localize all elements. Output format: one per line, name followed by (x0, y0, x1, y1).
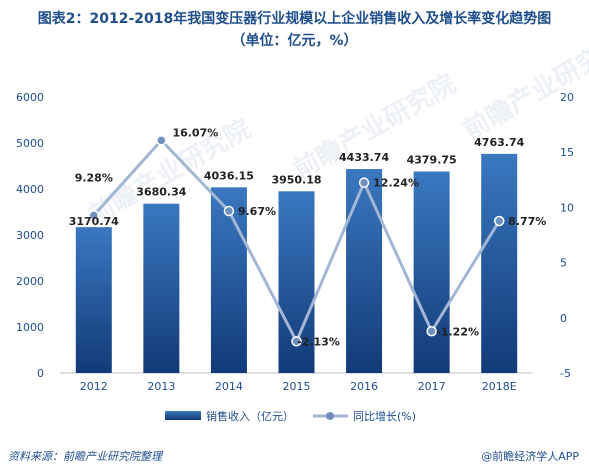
bar-series (75, 153, 518, 373)
chart-title: 图表2：2012-2018年我国变压器行业规模以上企业销售收入及增长率变化趋势图 (37, 11, 552, 27)
x-tick-label: 2015 (283, 380, 311, 393)
growth-point (291, 336, 302, 347)
growth-point (88, 210, 100, 221)
axes: 0 1000 2000 3000 4000 5000 6000 -5 0 5 10 15 20 2012 2… (16, 91, 574, 393)
y-right-tick-label: 20 (560, 91, 574, 104)
y-right-tick-label: 5 (560, 257, 567, 270)
brand-mark: @前瞻经济学人APP (481, 450, 579, 463)
bar-value-label: 4763.74 (474, 136, 524, 149)
x-tick-label: 2017 (418, 380, 446, 393)
legend-bar-label: 销售收入（亿元） (206, 409, 294, 423)
growth-value-label: 8.77% (508, 215, 546, 228)
legend: 销售收入（亿元） 同比增长(%) (165, 409, 416, 423)
bar-value-label: 4433.74 (339, 151, 389, 164)
bar-value-label: 4036.15 (204, 169, 254, 182)
y-left-tick-label: 0 (37, 367, 44, 380)
growth-point (426, 326, 437, 337)
growth-point (223, 205, 235, 217)
chart-subtitle: （单位：亿元，%） (231, 33, 358, 49)
bar-value-label: 3680.34 (136, 186, 186, 199)
growth-point (156, 135, 167, 146)
watermark-text: 前瞻产业研究院 (458, 28, 589, 146)
bar (346, 169, 383, 373)
bar (210, 187, 247, 373)
watermark-text: 前瞻产业研究院 (288, 68, 461, 186)
growth-point (493, 215, 505, 227)
growth-value-label: 12.24% (373, 177, 419, 190)
growth-value-label: -1.22% (436, 325, 479, 338)
bar-value-label: 4379.75 (407, 154, 457, 167)
bar-value-label: 3170.74 (69, 215, 119, 228)
y-left-tick-label: 2000 (16, 275, 44, 288)
x-tick-label: 2013 (147, 380, 175, 393)
y-right-tick-label: 15 (560, 146, 574, 159)
bar (143, 203, 180, 373)
growth-value-label: 16.07% (172, 126, 218, 139)
x-tick-label: 2016 (350, 380, 378, 393)
growth-value-label: 9.28% (75, 171, 113, 184)
bar-value-label: 3950.18 (271, 173, 321, 186)
line-series (88, 135, 505, 347)
y-left-tick-label: 3000 (16, 229, 44, 242)
growth-value-label: 9.67% (238, 205, 276, 218)
source-note: 资料来源：前瞻产业研究院整理 (8, 450, 162, 463)
y-left-tick-label: 4000 (16, 183, 44, 196)
y-right-tick-label: 0 (560, 312, 567, 325)
y-left-tick-label: 5000 (16, 137, 44, 150)
legend-bar-swatch (165, 411, 201, 420)
data-labels: 3170.74 3680.34 4036.15 3950.18 4433.74 4379.… (69, 126, 547, 348)
bar (413, 171, 450, 373)
legend-line-label: 同比增长(%) (353, 409, 416, 423)
y-left-tick-label: 6000 (16, 91, 44, 104)
growth-point (358, 177, 370, 188)
growth-value-label: -2.13% (297, 335, 340, 348)
legend-line-marker (326, 412, 334, 420)
x-tick-label: 2012 (80, 380, 108, 393)
y-left-tick-label: 1000 (16, 321, 44, 334)
y-right-tick-label: -5 (560, 367, 571, 380)
bar (481, 153, 518, 373)
y-right-tick-label: 10 (560, 201, 574, 214)
bar (75, 227, 112, 373)
x-tick-label: 2018E (482, 380, 517, 393)
x-tick-label: 2014 (215, 380, 243, 393)
